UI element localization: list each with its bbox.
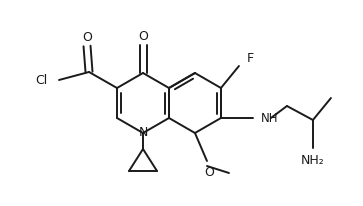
Text: O: O <box>204 166 214 179</box>
Text: F: F <box>247 52 254 64</box>
Text: O: O <box>82 30 92 43</box>
Text: NH: NH <box>261 111 278 124</box>
Text: NH₂: NH₂ <box>301 153 325 166</box>
Text: N: N <box>138 126 148 139</box>
Text: O: O <box>138 29 148 42</box>
Text: Cl: Cl <box>35 74 47 87</box>
